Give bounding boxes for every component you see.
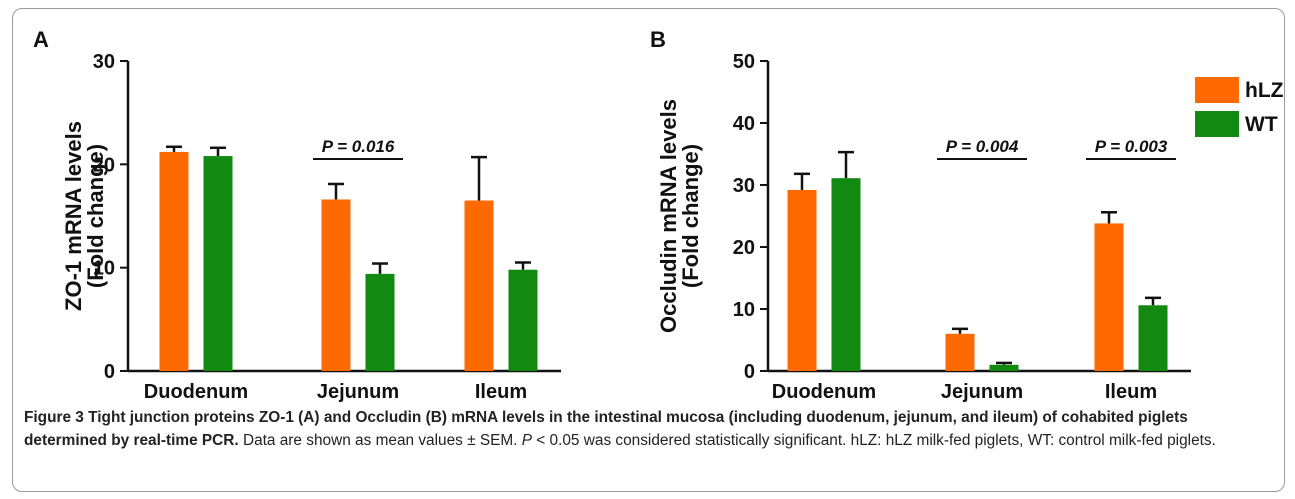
panel-b-sig-label: P = 0.004	[946, 137, 1019, 156]
panel-a-ytick-label: 0	[104, 361, 115, 383]
panel-a-ytick-label: 30	[93, 51, 115, 73]
legend-label-wt: WT	[1245, 113, 1278, 136]
panel-b-sig-label: P = 0.003	[1095, 137, 1168, 156]
figure-caption: Figure 3 Tight junction proteins ZO-1 (A…	[24, 406, 1272, 452]
panel-b-ytick-label: 30	[733, 175, 755, 197]
panel-a-bar-wt	[365, 273, 395, 371]
panel-a-bar-hlz	[321, 199, 351, 371]
panel-b-bar-wt	[1138, 305, 1168, 371]
panel-b-label: B	[650, 27, 666, 52]
panel-a-ytick-label: 10	[93, 258, 115, 280]
panel-a-category-label: Ileum	[475, 381, 527, 403]
panel-b-ytick-label: 20	[733, 237, 755, 259]
panel-b-category-label: Jejunum	[941, 381, 1023, 403]
panel-b-bar-wt	[989, 364, 1019, 371]
caption-text-2: < 0.05 was considered statistically sign…	[532, 432, 1216, 449]
panel-a-category-label: Jejunum	[317, 381, 399, 403]
caption-title: Figure 3 Tight junction proteins ZO-1 (A…	[24, 409, 1188, 449]
legend-swatch-wt	[1195, 111, 1239, 137]
panel-a-bar-wt	[508, 269, 538, 371]
panel-a-ylabel-line2: (Fold change)	[83, 144, 108, 288]
panel-a-bar-hlz	[159, 151, 189, 371]
panel-b-bar-wt	[831, 178, 861, 371]
panel-b-bar-hlz	[945, 333, 975, 371]
legend-label-hlz: hLZ	[1245, 79, 1284, 102]
panel-b-bar-hlz	[1094, 223, 1124, 371]
panel-b-ytick-label: 0	[744, 361, 755, 383]
panel-b-ytick-label: 10	[733, 299, 755, 321]
panel-a-label: A	[33, 27, 49, 52]
panel-b-category-label: Duodenum	[772, 381, 876, 403]
panel-a-bar-hlz	[464, 200, 494, 371]
panel-b-ylabel-line1: Occludin mRNA levels	[656, 99, 681, 333]
panel-b-bar-hlz	[787, 189, 817, 371]
panel-a-sig-label: P = 0.016	[322, 137, 395, 156]
panel-b-ytick-label: 50	[733, 51, 755, 73]
panel-b-category-label: Ileum	[1105, 381, 1157, 403]
panel-b-ytick-label: 40	[733, 113, 755, 135]
panel-a-bar-wt	[203, 156, 233, 371]
panel-a-ytick-label: 20	[93, 154, 115, 176]
figure-charts: AZO-1 mRNA levels(Fold change)0102030Duo…	[33, 27, 1284, 403]
panel-a-category-label: Duodenum	[144, 381, 248, 403]
panel-b-ylabel-line2: (Fold change)	[678, 144, 703, 288]
legend-swatch-hlz	[1195, 77, 1239, 103]
caption-p-symbol: P	[521, 432, 532, 449]
caption-text-1: Data are shown as mean values ± SEM.	[238, 432, 522, 449]
figure-panel: A ZO-1 mRNA levels (Fold change) 0 10 20 30 Duo…	[12, 8, 1285, 492]
panel-a-ylabel-line1: ZO-1 mRNA levels	[61, 121, 86, 311]
